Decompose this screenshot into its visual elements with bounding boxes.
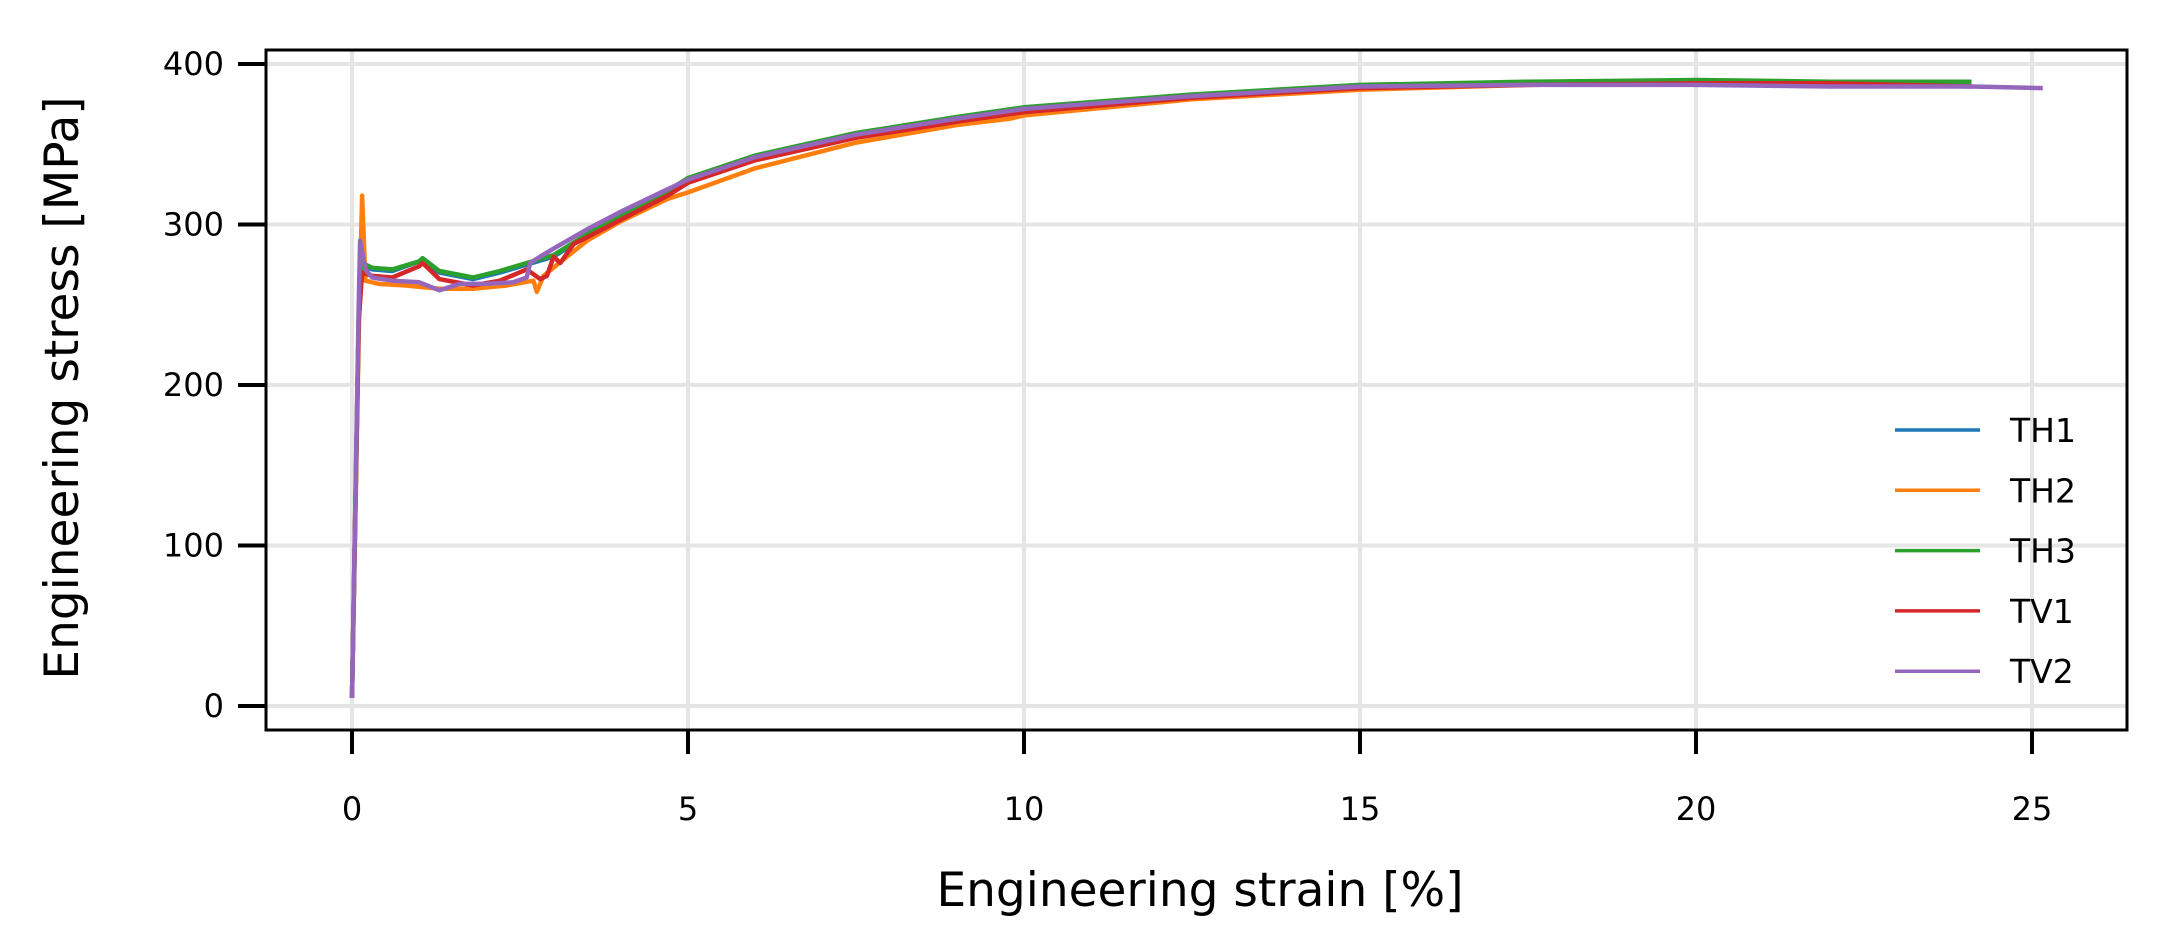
x-axis-label: Engineering strain [%] xyxy=(936,863,1463,918)
series-line-th2 xyxy=(349,81,1972,699)
axes-frame xyxy=(264,48,2129,732)
x-tick-label: 0 xyxy=(342,790,362,828)
y-tick-label: 100 xyxy=(163,527,224,565)
x-tick-label: 20 xyxy=(1676,790,1717,828)
legend-item-th3: TH3 xyxy=(1895,532,2076,571)
y-axis-ticks: 0 100 200 300 400 xyxy=(163,45,266,725)
grid-lines xyxy=(266,50,2127,730)
x-tick-label: 25 xyxy=(2012,790,2053,828)
series-line-tv1 xyxy=(349,81,1972,699)
legend-item-tv1: TV1 xyxy=(1895,592,2074,631)
x-axis-ticks: 0 5 10 15 20 25 xyxy=(342,730,2053,828)
legend-label: TH1 xyxy=(2009,411,2076,450)
legend-label: TH2 xyxy=(2009,471,2076,510)
y-tick-label: 300 xyxy=(163,206,224,244)
y-tick-label: 0 xyxy=(204,687,224,725)
legend-label: TV1 xyxy=(2009,592,2074,631)
legend-label: TH3 xyxy=(2009,532,2076,571)
series-line-th1 xyxy=(349,79,1972,699)
legend-item-th2: TH2 xyxy=(1895,471,2076,510)
y-tick-label: 400 xyxy=(163,45,224,83)
legend-item-tv2: TV2 xyxy=(1895,652,2074,691)
y-tick-label: 200 xyxy=(163,366,224,404)
series-line-th3 xyxy=(349,77,1972,699)
x-tick-label: 15 xyxy=(1340,790,1381,828)
legend-label: TV2 xyxy=(2009,652,2074,691)
legend: TH1 TH2 TH3 TV1 TV2 xyxy=(1895,411,2076,691)
series-line-tv2 xyxy=(349,82,2043,699)
legend-item-th1: TH1 xyxy=(1895,411,2076,450)
x-tick-label: 10 xyxy=(1004,790,1045,828)
x-tick-label: 5 xyxy=(678,790,698,828)
y-axis-label: Engineering stress [MPa] xyxy=(35,96,90,679)
data-series xyxy=(349,77,2043,699)
